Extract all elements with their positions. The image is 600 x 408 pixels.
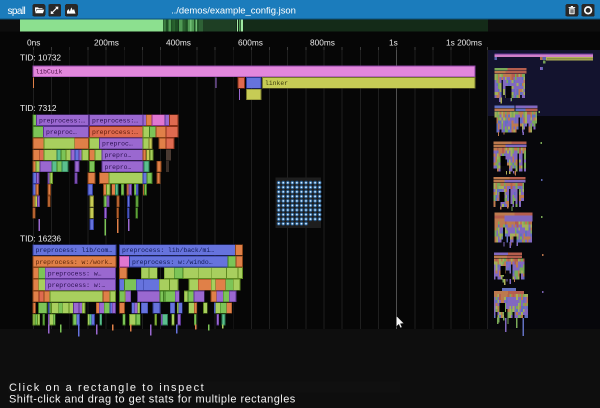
svg-text:spall: spall <box>8 6 26 17</box>
svg-text:600ms: 600ms <box>238 37 263 47</box>
svg-text:preprocess: w:/work…: preprocess: w:/work… <box>36 259 113 266</box>
svg-text:Shift-click and drag to get st: Shift-click and drag to get stats for mu… <box>9 393 296 405</box>
svg-text:TID: 16236: TID: 16236 <box>20 234 61 244</box>
svg-text:800ms: 800ms <box>310 37 335 47</box>
svg-text:preprocess: lib/back/mi…: preprocess: lib/back/mi… <box>122 247 214 254</box>
svg-text:Click on a rectangle to inspec: Click on a rectangle to inspect <box>9 382 205 394</box>
svg-text:preprocess: lib/com…: preprocess: lib/com… <box>36 247 113 254</box>
svg-text:preprocess:…: preprocess:… <box>92 117 138 124</box>
svg-text:1s: 1s <box>389 37 398 47</box>
svg-text:../demos/example_config.json: ../demos/example_config.json <box>171 5 296 16</box>
svg-text:200ms: 200ms <box>94 37 119 47</box>
svg-text:libCuik: libCuik <box>36 69 63 76</box>
svg-text:preprocess: w:…: preprocess: w:… <box>48 282 106 289</box>
svg-text:preprocess:…: preprocess:… <box>92 129 138 136</box>
svg-text:preprocess: w:/windo…: preprocess: w:/windo… <box>132 259 213 266</box>
svg-text:prepro…: prepro… <box>105 164 132 171</box>
svg-text:400ms: 400ms <box>166 37 191 47</box>
svg-text:preproc…: preproc… <box>102 141 133 148</box>
svg-text:linker: linker <box>265 80 288 87</box>
svg-text:preprocess:…: preprocess:… <box>39 117 85 124</box>
svg-text:preprocess: w…: preprocess: w… <box>48 270 102 277</box>
svg-text:TID: 10732: TID: 10732 <box>20 53 61 63</box>
svg-text:0ns: 0ns <box>27 37 40 47</box>
svg-text:preproc…: preproc… <box>46 129 77 136</box>
svg-text:1s 200ms: 1s 200ms <box>446 37 482 47</box>
svg-text:TID: 7312: TID: 7312 <box>20 103 57 113</box>
svg-text:prepro…: prepro… <box>105 152 132 159</box>
